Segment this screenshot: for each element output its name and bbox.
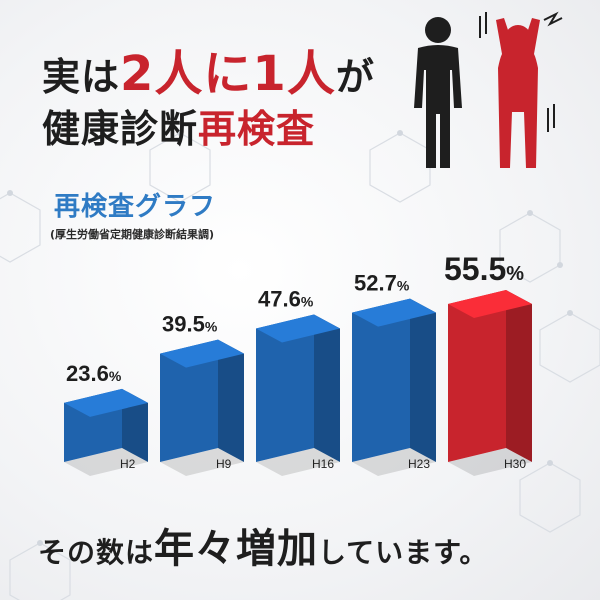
bar-top [256, 314, 340, 343]
bar-top [448, 290, 532, 318]
bar-shadow [448, 448, 532, 476]
data-label: 23.6% [66, 361, 122, 386]
footer-message: その数は年々増加しています。 [38, 516, 488, 574]
data-label: 55.5% [444, 251, 524, 287]
bar-shadow [352, 448, 436, 476]
calm-person-icon [414, 17, 462, 168]
category-label: H2 [120, 457, 136, 471]
bar-front [256, 314, 314, 462]
category-label: H16 [312, 457, 334, 471]
bar-shadow [64, 448, 148, 476]
graph-title: 再検査グラフ [54, 192, 217, 222]
headline-text: 実は [42, 55, 121, 99]
stress-lines-icon [479, 11, 563, 132]
graph-source: (厚生労働省定期健康診断結果調) [50, 228, 215, 241]
bar-H9 [160, 339, 244, 476]
bar-side [506, 290, 532, 462]
bar-front [448, 290, 506, 462]
bar-H30 [448, 290, 532, 476]
bar-shadow [256, 448, 340, 476]
stressed-person-icon [496, 18, 540, 168]
headline-highlight: 2人に1人 [120, 46, 336, 102]
data-label: 52.7% [354, 271, 410, 296]
bar-side [410, 298, 436, 462]
headline-text: 健康診断 [42, 107, 199, 151]
bar-side [314, 314, 340, 462]
bar-top [160, 339, 244, 368]
bar-H23 [352, 298, 436, 476]
bar-top [64, 388, 148, 417]
bar-top [352, 298, 436, 327]
bar-front [160, 339, 218, 462]
headline-text: が [335, 55, 375, 99]
bar-front [352, 298, 410, 462]
data-label: 39.5% [162, 312, 218, 337]
headline-highlight: 再検査 [198, 107, 316, 151]
headline-line-2: 健康診断再検査 [42, 98, 315, 153]
bar-H2 [64, 388, 148, 476]
bar-shadow [160, 448, 244, 476]
footer-text: しています。 [318, 536, 489, 569]
footer-emphasis: 年々増加 [154, 526, 319, 572]
category-label: H23 [408, 457, 430, 471]
category-label: H9 [216, 457, 232, 471]
headline-line-1: 実は2人に1人が [42, 34, 375, 104]
footer-text: その数は [38, 536, 155, 569]
data-label: 47.6% [258, 286, 314, 311]
category-label: H30 [504, 457, 526, 471]
bar-side [218, 339, 244, 462]
bar-H16 [256, 314, 340, 476]
people-illustration [414, 11, 563, 168]
